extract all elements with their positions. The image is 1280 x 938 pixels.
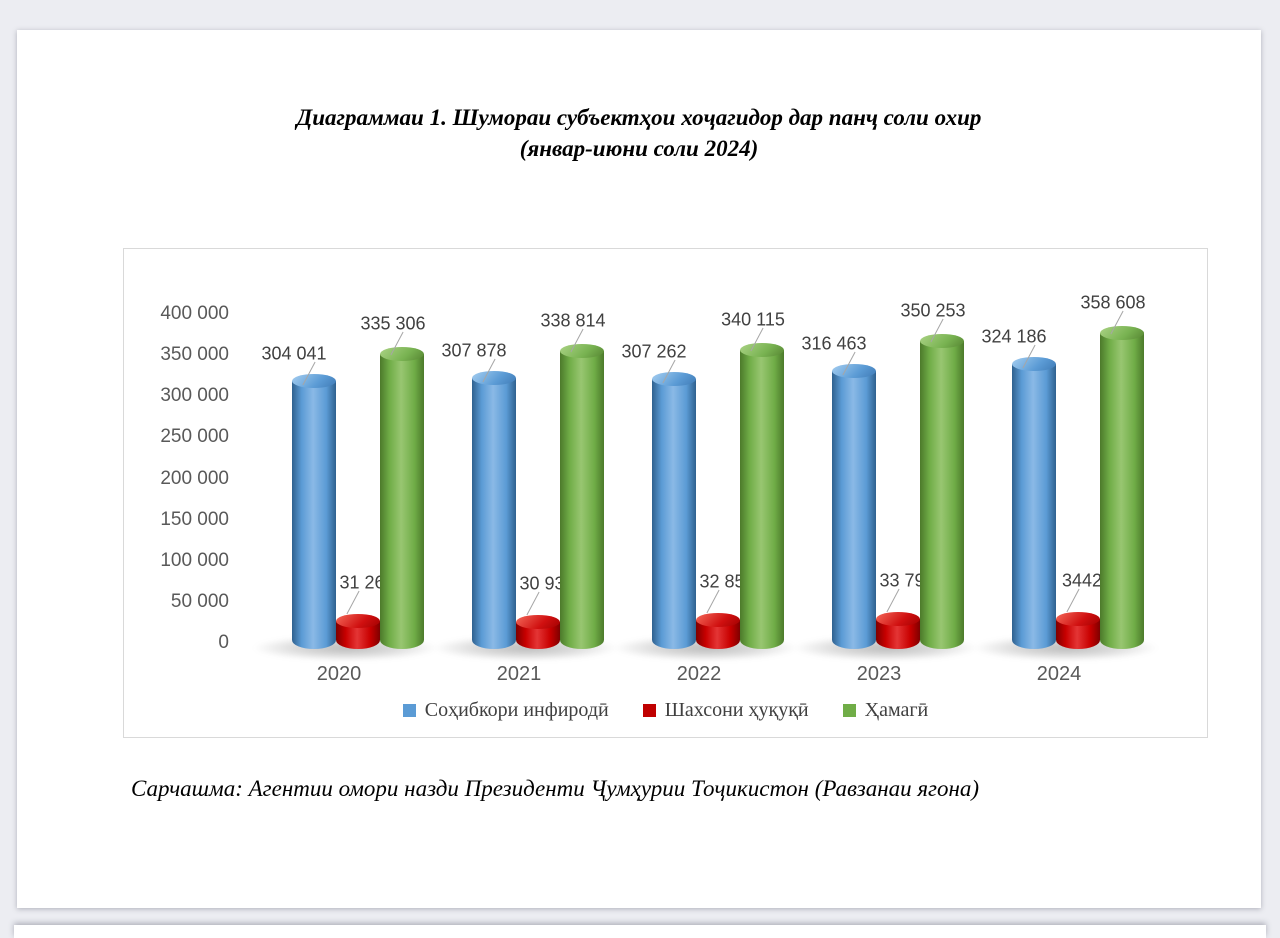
- legend-swatch-icon: [842, 704, 856, 717]
- source-caption: Сарчашма: Агентии омори назди Президенти…: [131, 776, 980, 801]
- y-axis-tick: 100 000: [160, 549, 229, 571]
- bar-top-cap: [1012, 356, 1056, 371]
- bar-top-cap: [832, 363, 876, 378]
- bar-top-cap: [472, 371, 516, 386]
- legend-label: Ҳамагӣ: [864, 699, 929, 721]
- bar-top-cap: [560, 343, 604, 358]
- chart-title: Диаграммаи 1. Шумораи субъектҳои хоҷагид…: [17, 102, 1261, 164]
- bar-top-cap: [380, 346, 424, 361]
- data-label-leader-line: [706, 589, 720, 614]
- bar-2024-series2: [1100, 333, 1144, 649]
- bar-2021-series2: [560, 350, 604, 649]
- legend-swatch-icon: [642, 704, 656, 717]
- plot-area: 400 000 350 000 300 000 250 000 200 000 150 0…: [124, 249, 1207, 737]
- x-axis-tick: 2021: [496, 663, 542, 685]
- legend-item: Соҳибкори инфиродӣ: [402, 699, 609, 722]
- data-label-leader-line: [1066, 588, 1080, 612]
- bar-data-label: 324 186: [981, 326, 1047, 347]
- bar-data-label: 34422: [1061, 570, 1113, 591]
- legend-swatch-icon: [402, 704, 416, 717]
- bar-data-label: 338 814: [540, 310, 606, 331]
- chart-legend: Соҳибкори инфиродӣ Шахсони ҳуқуқӣ Ҳамагӣ: [124, 699, 1207, 722]
- data-label-leader-line: [526, 591, 540, 615]
- x-axis-tick: 2020: [316, 663, 362, 685]
- legend-label: Соҳибкори инфиродӣ: [424, 699, 609, 721]
- legend-label: Шахсони ҳуқуқӣ: [664, 699, 809, 721]
- bar-data-label: 335 306: [360, 313, 426, 334]
- chart-title-line1: Диаграммаи 1. Шумораи субъектҳои хоҷагид…: [296, 105, 982, 130]
- chart-title-line2: (январ-июни соли 2024): [519, 136, 759, 161]
- bar-2024-series0: [1012, 363, 1056, 649]
- bar-2020-series2: [380, 353, 424, 649]
- x-axis-tick: 2022: [676, 663, 722, 685]
- bar-2023-series0: [832, 370, 876, 649]
- bar-top-cap: [1056, 611, 1100, 626]
- y-axis-tick: 300 000: [160, 385, 229, 407]
- bar-2022-series0: [652, 378, 696, 649]
- bar-data-label: 307 262: [621, 341, 687, 362]
- document-page-next: [14, 925, 1266, 938]
- bar-data-label: 350 253: [900, 300, 966, 321]
- y-axis-tick: 50 000: [170, 590, 229, 612]
- bar-top-cap: [652, 371, 696, 386]
- bar-top-cap: [336, 614, 380, 629]
- chart-area: 400 000 350 000 300 000 250 000 200 000 150 0…: [123, 248, 1208, 738]
- legend-item: Ҳамагӣ: [842, 699, 929, 722]
- bar-data-label: 358 608: [1080, 292, 1146, 313]
- data-label-leader-line: [886, 589, 900, 613]
- bar-top-cap: [920, 333, 964, 348]
- bar-top-cap: [740, 342, 784, 357]
- bar-data-label: 316 463: [801, 333, 867, 353]
- y-axis-tick: 150 000: [160, 508, 229, 530]
- legend-item: Шахсони ҳуқуқӣ: [642, 699, 809, 722]
- data-label-leader-line: [346, 591, 360, 615]
- document-page: Диаграммаи 1. Шумораи субъектҳои хоҷагид…: [17, 30, 1261, 908]
- y-axis-tick: 350 000: [160, 344, 229, 366]
- bar-data-label: 307 878: [441, 340, 507, 361]
- bar-top-cap: [696, 613, 740, 628]
- bar-2023-series2: [920, 340, 964, 649]
- y-axis-tick: 0: [218, 632, 229, 653]
- bar-top-cap: [516, 614, 560, 629]
- bar-data-label: 304 041: [261, 343, 327, 364]
- x-axis-tick: 2024: [1036, 663, 1082, 685]
- x-axis-tick: 2023: [856, 663, 902, 685]
- bar-2020-series0: [292, 381, 336, 649]
- bar-2021-series0: [472, 378, 516, 649]
- bar-data-label: 340 115: [721, 309, 785, 330]
- bar-2022-series2: [740, 349, 784, 649]
- bar-top-cap: [876, 612, 920, 627]
- y-axis-tick: 400 000: [160, 303, 229, 324]
- y-axis-tick: 250 000: [160, 426, 229, 448]
- y-axis-tick: 200 000: [160, 467, 229, 489]
